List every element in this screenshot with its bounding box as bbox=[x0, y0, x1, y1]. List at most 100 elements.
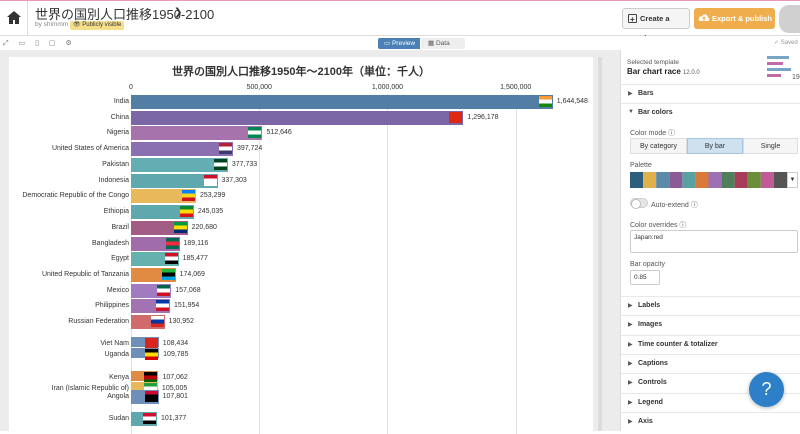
category-label: Mexico bbox=[106, 287, 129, 294]
section-time-counter-label: Time counter & totalizer bbox=[638, 341, 718, 348]
create-story-button[interactable]: Create a story bbox=[622, 8, 690, 42]
template-name[interactable]: Bar chart race 12.0.0 bbox=[627, 67, 700, 76]
section-images[interactable]: ▶ Images bbox=[621, 315, 800, 334]
color-mode-by-category[interactable]: By category bbox=[630, 138, 687, 154]
axis-tick-label: 1,500,000 bbox=[500, 84, 532, 91]
saved-status: ✓ Saved bbox=[774, 40, 798, 46]
value-label: 107,062 bbox=[162, 374, 188, 381]
value-label: 512,646 bbox=[266, 129, 292, 136]
bar bbox=[131, 205, 194, 219]
device-size-icons[interactable]: ⤢ ▭ ▯ ▢ ⚙ bbox=[3, 40, 76, 47]
category-label: Indonesia bbox=[98, 177, 129, 184]
section-bars[interactable]: ▶ Bars bbox=[621, 84, 800, 103]
tab-preview-label: Preview bbox=[391, 40, 416, 47]
country-flag-icon bbox=[165, 238, 179, 249]
category-label: India bbox=[113, 98, 129, 105]
color-overrides-label: Color overrides ⓘ bbox=[630, 220, 686, 230]
country-flag-icon bbox=[248, 127, 262, 138]
settings-sidebar: Selected template Bar chart race 12.0.0 … bbox=[620, 50, 800, 431]
auto-extend-toggle[interactable] bbox=[630, 198, 648, 209]
palette-swatch bbox=[630, 172, 644, 188]
template-thumbnail[interactable]: 19 bbox=[767, 54, 800, 80]
palette-swatches[interactable] bbox=[630, 172, 787, 188]
visibility-badge[interactable]: 👁 Publicly visible bbox=[70, 21, 125, 30]
palette-dropdown-chevron-icon[interactable]: ▼ bbox=[787, 172, 798, 188]
chevron-right-icon: ▶ bbox=[628, 322, 633, 328]
category-label: Viet Nam bbox=[100, 340, 129, 347]
chevron-right-icon: ▶ bbox=[628, 342, 633, 348]
color-overrides-text: Color overrides bbox=[630, 222, 678, 229]
bar bbox=[131, 95, 553, 109]
category-label: United Republic of Tanzania bbox=[41, 271, 129, 278]
category-label: Russian Federation bbox=[68, 318, 129, 325]
country-flag-icon bbox=[203, 175, 217, 186]
help-icon[interactable]: ⓘ bbox=[690, 202, 698, 209]
value-label: 107,801 bbox=[162, 393, 188, 400]
color-mode-text: Color mode bbox=[630, 130, 667, 137]
palette-swatch bbox=[760, 172, 774, 188]
section-axis[interactable]: ▶ Axis bbox=[621, 412, 800, 431]
project-title[interactable]: 世界の国別人口推移1950-2100 bbox=[35, 7, 215, 22]
color-overrides-input[interactable]: Japan:red bbox=[630, 230, 798, 253]
category-label: Egypt bbox=[111, 255, 129, 262]
tab-preview[interactable]: ▭ Preview bbox=[378, 38, 420, 49]
tab-data-label: Data bbox=[435, 40, 450, 47]
country-flag-icon bbox=[144, 391, 158, 402]
value-label: 101,377 bbox=[161, 415, 187, 422]
section-bar-colors[interactable]: ▼ Bar colors bbox=[621, 103, 800, 122]
bar bbox=[131, 174, 218, 188]
section-captions[interactable]: ▶ Captions bbox=[621, 354, 800, 373]
color-mode-single[interactable]: Single bbox=[743, 138, 798, 154]
value-label: 1,296,178 bbox=[467, 114, 499, 121]
bar-opacity-input[interactable]: 0.85 bbox=[630, 270, 660, 285]
country-flag-icon bbox=[538, 96, 552, 107]
bar bbox=[131, 111, 464, 125]
palette-swatch bbox=[773, 172, 787, 188]
divider bbox=[27, 1, 28, 37]
help-button[interactable]: ? bbox=[749, 372, 784, 407]
section-legend[interactable]: ▶ Legend bbox=[621, 393, 800, 412]
value-label: 245,035 bbox=[197, 208, 224, 215]
section-time-counter[interactable]: ▶ Time counter & totalizer bbox=[621, 335, 800, 354]
avatar[interactable] bbox=[779, 5, 800, 33]
tab-data[interactable]: ▦ Data bbox=[421, 38, 465, 49]
help-icon[interactable]: ⓘ bbox=[679, 222, 687, 229]
bar bbox=[131, 221, 188, 235]
country-flag-icon bbox=[161, 269, 175, 280]
bar bbox=[131, 189, 196, 203]
value-label: 174,069 bbox=[179, 271, 205, 278]
section-labels[interactable]: ▶ Labels bbox=[621, 296, 800, 315]
palette-swatch bbox=[656, 172, 670, 188]
scrollbar[interactable] bbox=[598, 57, 602, 431]
home-icon[interactable] bbox=[4, 8, 24, 28]
selected-template-label: Selected template bbox=[627, 59, 680, 66]
country-flag-icon bbox=[449, 112, 463, 123]
category-label: Brazil bbox=[111, 224, 129, 231]
color-mode-by-bar[interactable]: By bar bbox=[687, 138, 743, 154]
section-controls-label: Controls bbox=[638, 379, 667, 386]
palette-swatch bbox=[682, 172, 696, 188]
palette-swatch bbox=[643, 172, 657, 188]
section-bars-label: Bars bbox=[638, 90, 654, 97]
chevron-right-icon: ▶ bbox=[628, 303, 633, 309]
chart-title: 世界の国別人口推移1950年〜2100年（単位：千人） bbox=[172, 66, 430, 78]
value-label: 157,068 bbox=[175, 287, 201, 294]
bar bbox=[131, 348, 160, 358]
category-label: Angola bbox=[107, 393, 129, 400]
export-publish-label: Export & publish bbox=[712, 14, 772, 23]
category-label: Uganda bbox=[104, 351, 129, 358]
chevron-down-icon[interactable]: ❯ bbox=[174, 7, 183, 18]
export-publish-button[interactable]: Export & publish bbox=[694, 8, 775, 29]
value-label: 397,724 bbox=[237, 145, 263, 152]
country-flag-icon bbox=[219, 143, 232, 154]
axis-tick-label: 500,000 bbox=[246, 84, 272, 91]
palette-swatch bbox=[721, 172, 735, 188]
section-bar-colors-label: Bar colors bbox=[638, 109, 673, 116]
axis-tick-label: 0 bbox=[129, 84, 133, 91]
palette-swatch bbox=[747, 172, 761, 188]
value-label: 105,005 bbox=[161, 385, 188, 392]
template-name-text: Bar chart race bbox=[627, 67, 681, 76]
section-controls[interactable]: ▶ Controls bbox=[621, 373, 800, 392]
country-flag-icon bbox=[150, 316, 164, 327]
help-icon[interactable]: ⓘ bbox=[668, 130, 676, 137]
